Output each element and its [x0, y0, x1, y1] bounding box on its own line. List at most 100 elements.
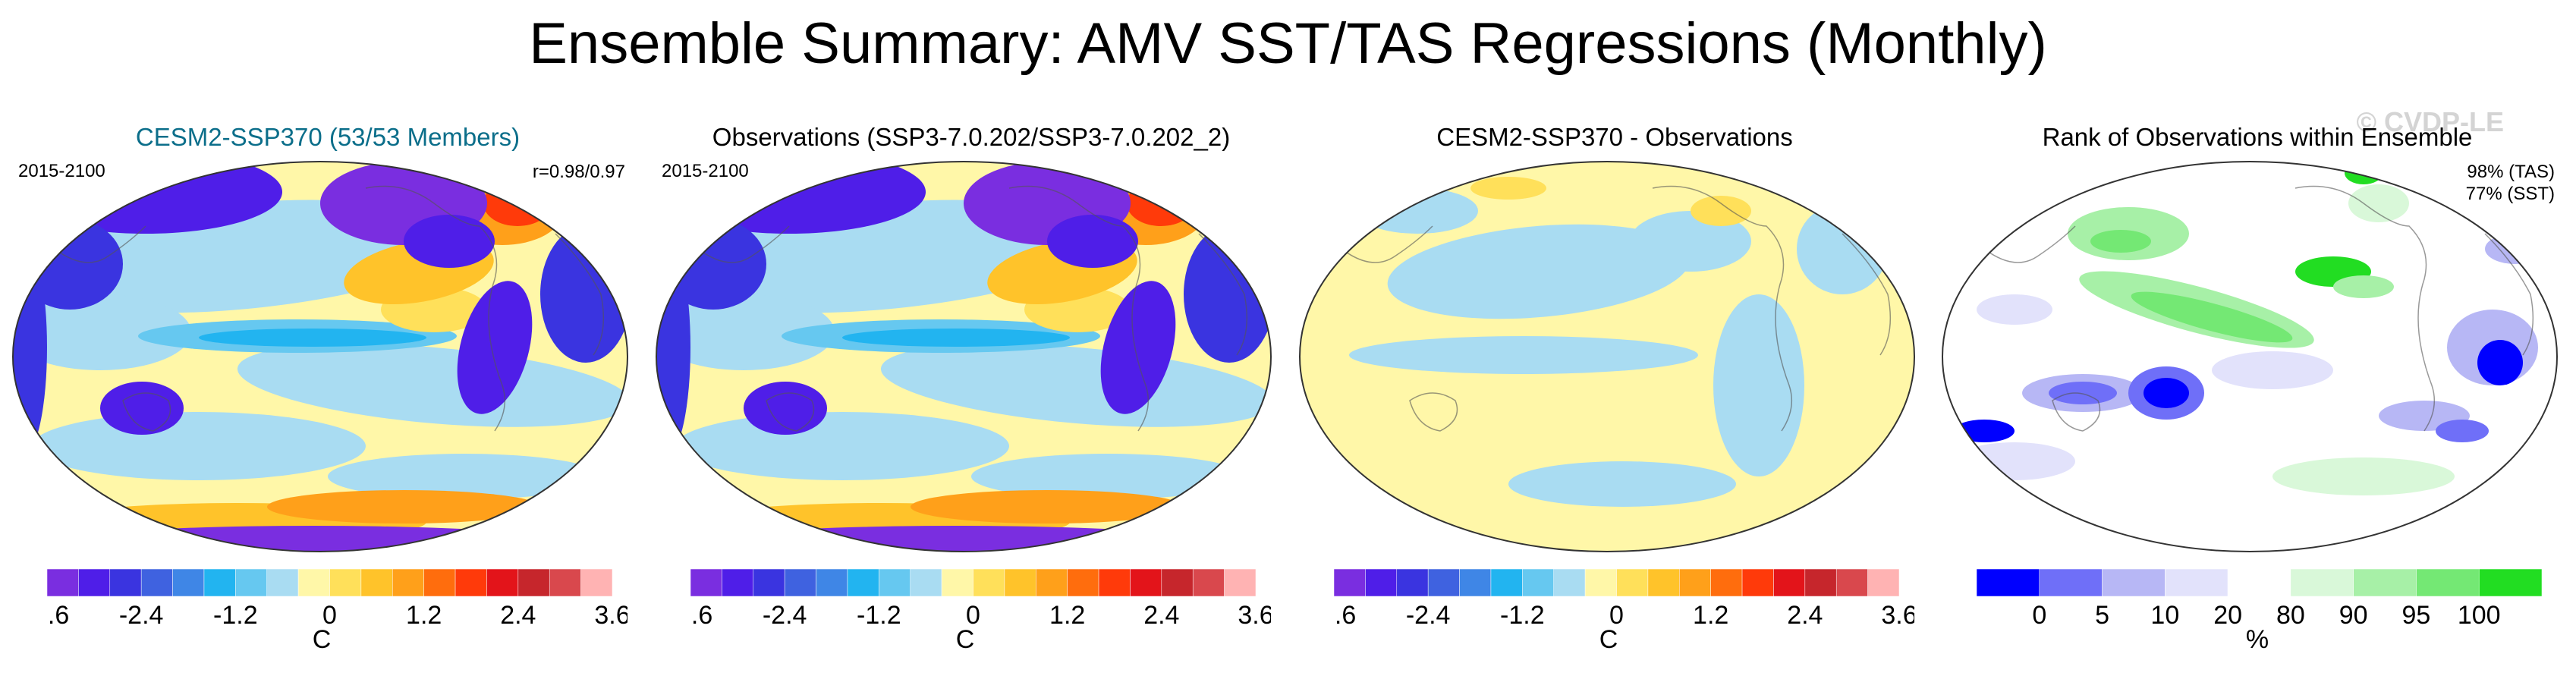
colorbar-swatch: [1616, 569, 1649, 597]
colorbar-tick-label: 0: [966, 601, 980, 630]
colorbar-units: C: [312, 625, 332, 654]
colorbar-swatch: [2290, 569, 2354, 597]
map-panel: Rank of Observations within Ensemble 98% …: [1939, 114, 2576, 675]
colorbar-tick-label: 20: [2213, 601, 2242, 630]
colorbar-swatch: [1067, 569, 1099, 597]
colorbar-swatch: [1396, 569, 1429, 597]
colorbar-swatch: [1773, 569, 1806, 597]
colorbar-units: C: [955, 625, 975, 654]
map-plot: [1942, 161, 2558, 552]
colorbar-units: C: [1599, 625, 1618, 654]
colorbar: -3.6 -2.4 -1.2 0 1.2 2.4 3.6: [1334, 569, 1914, 630]
colorbar-swatch: [47, 569, 79, 597]
colorbar-swatch: [360, 569, 393, 597]
colorbar-swatch: [2478, 569, 2543, 597]
colorbar-swatch: [297, 569, 330, 597]
colorbar-swatch: [2353, 569, 2417, 597]
colorbar-swatch: [423, 569, 456, 597]
colorbar: 0 5 10 20 80 90 95 100: [1977, 569, 2543, 630]
colorbar-tick-label: 90: [2339, 601, 2368, 630]
colorbar-swatch: [2416, 569, 2480, 597]
colorbar-swatch: [1224, 569, 1257, 597]
colorbar: -3.6 -2.4 -1.2 0 1.2 2.4 3.6: [690, 569, 1271, 630]
colorbar-tick-label: -3.6: [47, 601, 69, 630]
colorbar-swatch: [1161, 569, 1194, 597]
colorbar-swatch: [266, 569, 299, 597]
map-plot: [1299, 161, 1915, 552]
colorbar-swatch: [1710, 569, 1743, 597]
panel-title: CESM2-SSP370 - Observations: [1436, 123, 1793, 151]
colorbar-swatch: [1004, 569, 1036, 597]
colorbar-swatch: [2227, 569, 2291, 597]
colorbar-swatch: [1522, 569, 1554, 597]
stat-label: 98% (TAS) 77% (SST): [2465, 162, 2555, 204]
colorbar-swatch: [973, 569, 1005, 597]
colorbar-swatch: [580, 569, 613, 597]
figure-title: Ensemble Summary: AMV SST/TAS Regression…: [529, 11, 2047, 76]
map-panel: CESM2-SSP370 (53/53 Members) 2015-2100 r=0…: [9, 114, 646, 675]
colorbar-swatch: [203, 569, 236, 597]
colorbar-tick-label: 95: [2402, 601, 2431, 630]
colorbar-tick-label: 2.4: [1143, 601, 1179, 630]
colorbar-swatch: [722, 569, 754, 597]
colorbar-swatch: [2102, 569, 2166, 597]
colorbar-swatch: [1036, 569, 1068, 597]
colorbar-tick-label: 2.4: [500, 601, 536, 630]
colorbar-swatch: [1679, 569, 1711, 597]
colorbar-tick-label: 0: [2032, 601, 2046, 630]
colorbar-swatch: [2039, 569, 2103, 597]
colorbar-swatch: [2165, 569, 2228, 597]
colorbar-tick-label: -3.6: [690, 601, 712, 630]
colorbar-tick-label: 1.2: [406, 601, 442, 630]
colorbar-tick-label: 5: [2095, 601, 2109, 630]
colorbar-tick-label: 0: [322, 601, 337, 630]
colorbar-swatch: [109, 569, 142, 597]
colorbar-tick-label: 0: [1609, 601, 1624, 630]
colorbar-swatch: [910, 569, 942, 597]
colorbar-tick-label: 1.2: [1693, 601, 1728, 630]
colorbar-tick-label: -1.2: [857, 601, 901, 630]
colorbar: -3.6 -2.4 -1.2 0 1.2 2.4 3.6: [47, 569, 627, 630]
colorbar-swatch: [392, 569, 424, 597]
colorbar-tick-label: 3.6: [594, 601, 627, 630]
colorbar-swatch: [517, 569, 550, 597]
colorbar-swatch: [1192, 569, 1225, 597]
watermark: © CVDP-LE: [2356, 106, 2504, 137]
colorbar-swatch: [847, 569, 879, 597]
colorbar-tick-label: -3.6: [1334, 601, 1356, 630]
period-label: 2015-2100: [662, 161, 749, 181]
colorbar-swatch: [816, 569, 848, 597]
colorbar-swatch: [753, 569, 785, 597]
colorbar-swatch: [690, 569, 722, 597]
colorbar-swatch: [1804, 569, 1837, 597]
colorbar-swatch: [1334, 569, 1366, 597]
colorbar-swatch: [1130, 569, 1162, 597]
map-plot: [656, 161, 1272, 552]
colorbar-swatch: [1977, 569, 2040, 597]
colorbar-swatch: [1459, 569, 1492, 597]
colorbar-swatch: [1553, 569, 1586, 597]
colorbar-swatch: [78, 569, 111, 597]
colorbar-tick-label: 1.2: [1049, 601, 1085, 630]
colorbar-swatch: [1741, 569, 1774, 597]
colorbar-swatch: [329, 569, 362, 597]
colorbar-swatch: [784, 569, 816, 597]
colorbar-swatch: [172, 569, 205, 597]
colorbar-swatch: [235, 569, 267, 597]
panel-title: Rank of Observations within Ensemble: [2042, 123, 2473, 151]
colorbar-swatch: [486, 569, 519, 597]
period-label: 2015-2100: [18, 161, 105, 181]
colorbar-tick-label: 3.6: [1881, 601, 1914, 630]
colorbar-swatch: [879, 569, 911, 597]
colorbar-units: %: [2245, 625, 2269, 654]
colorbar-tick-label: 80: [2276, 601, 2305, 630]
panel-title: Observations (SSP3-7.0.202/SSP3-7.0.202_…: [712, 123, 1231, 151]
colorbar-tick-label: -2.4: [763, 601, 807, 630]
colorbar-tick-label: 10: [2150, 601, 2179, 630]
colorbar-tick-label: -1.2: [213, 601, 258, 630]
colorbar-swatch: [1867, 569, 1900, 597]
colorbar-swatch: [549, 569, 581, 597]
colorbar-tick-label: -1.2: [1500, 601, 1545, 630]
colorbar-swatch: [1584, 569, 1617, 597]
map-panel: CESM2-SSP370 - Observations -3.6 -2.4 -1.2 0…: [1296, 114, 1933, 675]
